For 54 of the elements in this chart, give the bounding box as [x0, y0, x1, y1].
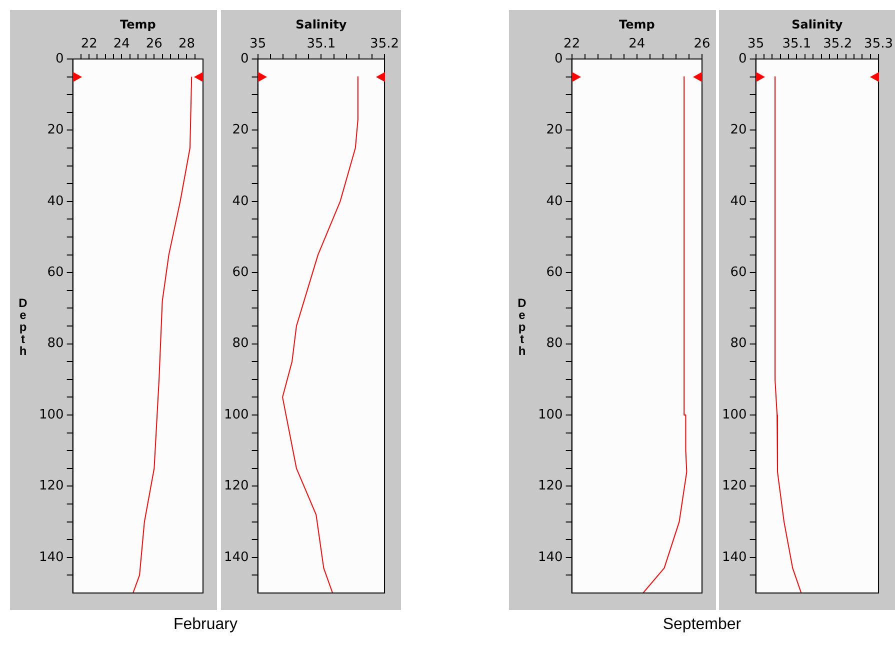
y-axis-title: Depth: [515, 296, 529, 356]
x-axis-title: Salinity: [296, 17, 347, 32]
x-axis-title: Salinity: [792, 17, 843, 32]
x-axis-title: Temp: [618, 17, 656, 32]
x-tick-label: 35.3: [864, 36, 894, 52]
y-tick-label: 40: [546, 194, 563, 209]
y-tick-label: 80: [546, 336, 563, 352]
x-tick-label: 35: [250, 36, 266, 52]
y-tick-label: 20: [47, 122, 64, 138]
y-tick-label: 120: [38, 478, 64, 494]
y-tick-label: 60: [546, 264, 563, 280]
y-tick-label: 0: [56, 51, 64, 66]
x-tick-label: 35.1: [782, 36, 812, 52]
x-tick-label: 26: [146, 36, 162, 52]
y-tick-label: 80: [232, 336, 249, 352]
x-tick-label: 35: [748, 36, 764, 52]
y-tick-label: 120: [722, 478, 747, 494]
y-tick-label: 0: [554, 51, 563, 66]
y-tick-label: 20: [730, 122, 747, 138]
y-tick-label: 40: [47, 194, 64, 209]
x-tick-label: 24: [628, 36, 646, 52]
y-tick-label: 80: [47, 336, 64, 352]
x-axis-title: Temp: [120, 17, 156, 32]
y-tick-label: 100: [38, 407, 64, 422]
y-tick-label: 140: [224, 550, 249, 565]
y-tick-label: 40: [232, 194, 249, 209]
text: February: [172, 616, 239, 634]
text: September: [662, 616, 742, 634]
y-tick-label: 40: [730, 194, 747, 209]
x-tick-label: 22: [564, 36, 580, 52]
y-tick-label: 140: [38, 550, 64, 565]
y-axis-title: Depth: [16, 296, 30, 356]
y-tick-label: 140: [722, 550, 747, 565]
y-tick-label: 60: [232, 264, 249, 280]
y-tick-label: 20: [546, 122, 563, 138]
x-tick-label: 35.2: [823, 36, 852, 52]
y-tick-label: 0: [240, 51, 249, 66]
y-tick-label: 80: [730, 336, 747, 352]
x-tick-label: 35.2: [370, 36, 400, 52]
x-tick-label: 28: [178, 36, 195, 52]
y-tick-label: 100: [722, 407, 747, 422]
y-tick-label: 100: [224, 407, 249, 422]
y-tick-label: 140: [538, 550, 563, 565]
y-tick-label: 60: [730, 264, 747, 280]
y-tick-label: 60: [47, 264, 64, 280]
y-tick-label: 0: [738, 51, 747, 66]
y-tick-label: 100: [538, 407, 563, 422]
x-tick-label: 22: [80, 36, 98, 52]
y-tick-label: 120: [224, 478, 249, 494]
y-tick-label: 20: [232, 122, 249, 138]
y-tick-label: 120: [538, 478, 563, 494]
x-tick-label: 35.1: [306, 36, 336, 52]
x-tick-label: 24: [113, 36, 130, 52]
x-tick-label: 26: [694, 36, 710, 52]
